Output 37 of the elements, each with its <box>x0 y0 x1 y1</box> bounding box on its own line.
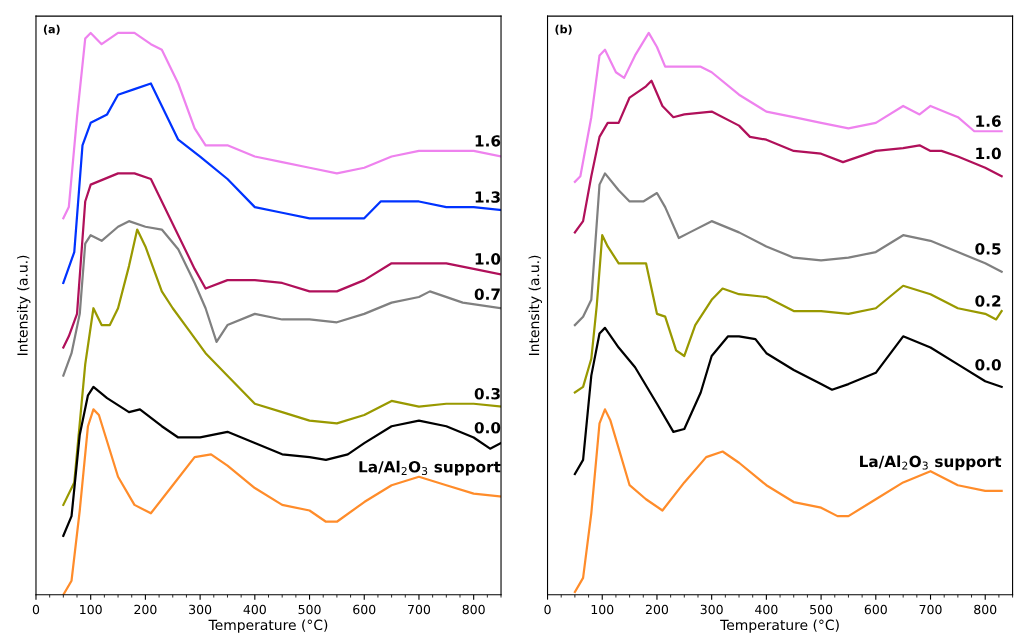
x-tick-label: 700 <box>919 604 942 615</box>
x-tick-label: 200 <box>645 604 669 615</box>
x-tick-label: 300 <box>700 604 723 615</box>
series-label: 1.3 <box>475 191 500 203</box>
chart-title: (b) <box>555 24 572 35</box>
x-tick-label: 400 <box>755 604 778 615</box>
series-label: 0.0 <box>474 421 501 434</box>
series-label: 1.6 <box>475 135 501 147</box>
x-axis-title: Temperature (°C) <box>720 619 839 633</box>
chart-title: (a) <box>43 24 60 35</box>
series-label: 0.2 <box>975 295 1001 307</box>
x-tick-label: 0 <box>544 604 551 615</box>
series-label: 0.7 <box>474 288 500 300</box>
series-label: La/Al$_{2}$O$_{3}$ support <box>860 455 1002 471</box>
x-axis-title: Temperature (°C) <box>208 619 328 633</box>
series-label: La/Al$_{2}$O$_{3}$ support <box>359 460 501 476</box>
x-tick-label: 500 <box>298 604 321 615</box>
series-label: 1.0 <box>976 147 1001 160</box>
x-tick-label: 0 <box>32 604 40 615</box>
x-tick-label: 300 <box>189 604 212 615</box>
series-label: 0.0 <box>975 358 1001 371</box>
x-tick-label: 700 <box>408 604 431 615</box>
x-tick-label: 600 <box>353 604 376 615</box>
x-tick-label: 600 <box>864 604 887 615</box>
x-tick-label: 100 <box>80 604 102 615</box>
series-label: 1.0 <box>475 253 501 265</box>
series-label: 0.3 <box>474 387 500 400</box>
x-tick-label: 100 <box>591 604 614 615</box>
series-label: 1.6 <box>976 115 1001 127</box>
x-tick-label: 500 <box>810 604 833 615</box>
y-axis-title: Intensity (a.u.) <box>528 255 542 355</box>
x-tick-label: 800 <box>974 604 997 615</box>
x-tick-label: 800 <box>462 604 485 615</box>
x-tick-label: 200 <box>134 604 157 615</box>
series-label: 0.5 <box>975 243 1001 255</box>
y-axis-title: Intensity (a.u.) <box>16 255 31 355</box>
x-tick-label: 400 <box>243 604 266 615</box>
